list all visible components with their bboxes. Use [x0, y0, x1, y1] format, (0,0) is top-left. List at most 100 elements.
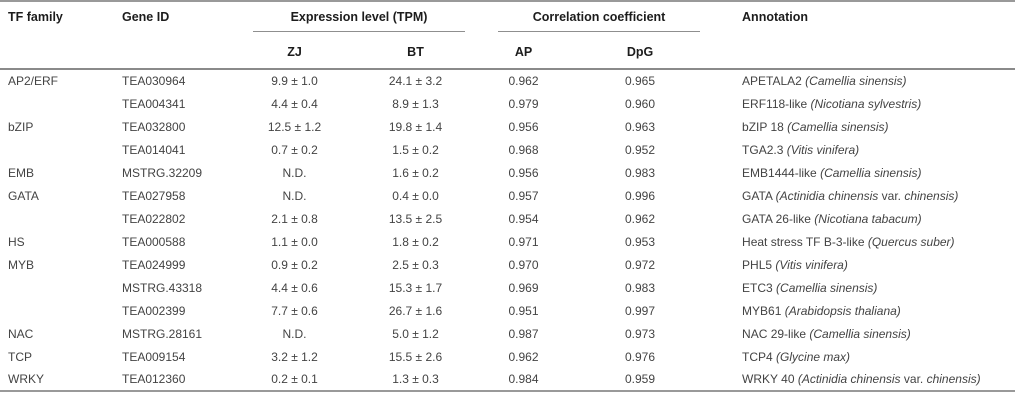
species-name-italic: (Glycine max) — [776, 349, 851, 364]
ap-value-cell: 0.984 — [508, 372, 539, 386]
bt-value-cell: 2.5 ± 0.3 — [392, 257, 439, 272]
ap-value-cell: 0.969 — [508, 280, 539, 295]
ap-value-cell: 0.979 — [508, 96, 539, 111]
species-name-italic: (Quercus suber) — [867, 234, 955, 249]
bt-value-cell: 1.5 ± 0.2 — [392, 142, 439, 157]
tf-family-cell: TCP — [8, 349, 32, 364]
dpg-value-cell: 0.983 — [625, 165, 656, 180]
ap-value-cell: 0.968 — [508, 142, 539, 157]
col-header-dpg: DpG — [580, 34, 701, 70]
group-header-expression-level: Expression level (TPM) — [253, 1, 467, 34]
ap-value-cell: 0.951 — [508, 303, 539, 318]
bt-value-cell: 24.1 ± 3.2 — [388, 74, 443, 88]
gene-id-cell: TEA004341 — [122, 96, 186, 111]
table-row: MSTRG.43318 4.4 ± 0.6 15.3 ± 1.7 0.969 0.983… — [0, 276, 1015, 299]
annotation-text: var. — [900, 372, 927, 386]
group-header-correlation-coefficient: Correlation coefficient — [467, 1, 701, 34]
annotation-text: PHL5 — [742, 257, 776, 272]
annotation-text: WRKY 40 — [742, 372, 798, 386]
col-header-zj: ZJ — [253, 34, 356, 70]
species-name-italic: chinensis) — [904, 188, 959, 203]
bt-value-cell: 19.8 ± 1.4 — [388, 119, 443, 134]
zj-value-cell: 4.4 ± 0.6 — [271, 280, 318, 295]
tf-family-cell: GATA — [8, 188, 39, 203]
species-name-italic: (Camellia sinensis) — [809, 326, 911, 341]
zj-value-cell: 2.1 ± 0.8 — [271, 211, 318, 226]
tf-family-cell: HS — [8, 234, 25, 249]
bt-value-cell: 15.3 ± 1.7 — [388, 280, 443, 295]
table-row: TEA014041 0.7 ± 0.2 1.5 ± 0.2 0.968 0.952 TGA… — [0, 138, 1015, 161]
annotation-text: GATA — [742, 188, 776, 203]
species-name-italic: (Camellia sinensis) — [805, 74, 907, 88]
ap-value-cell: 0.954 — [508, 211, 539, 226]
zj-value-cell: N.D. — [282, 165, 307, 180]
table-row: WRKY TEA012360 0.2 ± 0.1 1.3 ± 0.3 0.984 0.95… — [0, 368, 1015, 391]
species-name-italic: (Nicotiana sylvestris) — [810, 96, 922, 111]
annotation-cell: MYB61 (Arabidopsis thaliana) — [700, 299, 1015, 322]
table-header: TF family Gene ID Expression level (TPM)… — [0, 1, 1015, 70]
gene-id-cell: TEA009154 — [122, 349, 186, 364]
zj-value-cell: N.D. — [282, 188, 307, 203]
gene-id-cell: MSTRG.43318 — [122, 280, 203, 295]
annotation-cell: Heat stress TF B-3-like (Quercus suber) — [700, 230, 1015, 253]
col-header-annotation: Annotation — [700, 1, 1015, 70]
annotation-cell: TGA2.3 (Vitis vinifera) — [700, 138, 1015, 161]
table-row: NAC MSTRG.28161 N.D. 5.0 ± 1.2 0.987 0.973 NAC… — [0, 322, 1015, 345]
zj-value-cell: 3.2 ± 1.2 — [271, 349, 318, 364]
tf-family-cell: WRKY — [8, 372, 44, 386]
ap-value-cell: 0.970 — [508, 257, 539, 272]
table-row: MYB TEA024999 0.9 ± 0.2 2.5 ± 0.3 0.970 0.972… — [0, 253, 1015, 276]
dpg-value-cell: 0.965 — [625, 74, 656, 88]
annotation-text: APETALA2 — [742, 74, 806, 88]
zj-value-cell: 1.1 ± 0.0 — [271, 234, 318, 249]
table-row: TCP TEA009154 3.2 ± 1.2 15.5 ± 2.6 0.962 0.97… — [0, 345, 1015, 368]
species-name-italic: chinensis) — [926, 372, 981, 386]
zj-value-cell: 12.5 ± 1.2 — [267, 119, 322, 134]
ap-value-cell: 0.956 — [508, 165, 539, 180]
tf-family-cell: NAC — [8, 326, 34, 341]
annotation-cell: bZIP 18 (Camellia sinensis) — [700, 115, 1015, 138]
species-name-italic: (Actinidia chinensis — [775, 188, 879, 203]
gene-id-cell: TEA032800 — [122, 119, 186, 134]
tf-family-cell: AP2/ERF — [8, 74, 59, 88]
gene-id-cell: TEA024999 — [122, 257, 186, 272]
annotation-text: TGA2.3 — [742, 142, 787, 157]
annotation-cell: ERF118-like (Nicotiana sylvestris) — [700, 92, 1015, 115]
group-header-expression-label: Expression level (TPM) — [253, 2, 466, 32]
gene-id-cell: TEA012360 — [122, 372, 186, 386]
gene-id-cell: TEA030964 — [122, 74, 186, 88]
annotation-text: GATA 26-like — [742, 211, 815, 226]
table-row: TEA004341 4.4 ± 0.4 8.9 ± 1.3 0.979 0.960 ERF… — [0, 92, 1015, 115]
group-header-correlation-label: Correlation coefficient — [498, 2, 701, 32]
zj-value-cell: 9.9 ± 1.0 — [271, 74, 318, 88]
dpg-value-cell: 0.952 — [625, 142, 656, 157]
annotation-cell: PHL5 (Vitis vinifera) — [700, 253, 1015, 276]
dpg-value-cell: 0.972 — [625, 257, 656, 272]
bt-value-cell: 0.4 ± 0.0 — [392, 188, 439, 203]
annotation-cell: GATA (Actinidia chinensis var. chinensis… — [700, 184, 1015, 207]
gene-id-cell: TEA014041 — [122, 142, 186, 157]
zj-value-cell: 4.4 ± 0.4 — [271, 96, 318, 111]
table-row: TEA002399 7.7 ± 0.6 26.7 ± 1.6 0.951 0.997 MY… — [0, 299, 1015, 322]
ap-value-cell: 0.971 — [508, 234, 539, 249]
table-body: AP2/ERF TEA030964 9.9 ± 1.0 24.1 ± 3.2 0.962… — [0, 69, 1015, 391]
bt-value-cell: 1.3 ± 0.3 — [392, 372, 439, 386]
zj-value-cell: 7.7 ± 0.6 — [271, 303, 318, 318]
annotation-text: TCP4 — [742, 349, 777, 364]
table-row: EMB MSTRG.32209 N.D. 1.6 ± 0.2 0.956 0.983 EMB… — [0, 161, 1015, 184]
annotation-text: MYB61 — [742, 303, 785, 318]
ap-value-cell: 0.962 — [508, 74, 539, 88]
group-header-row: TF family Gene ID Expression level (TPM)… — [0, 1, 1015, 70]
annotation-text: ERF118-like — [742, 96, 811, 111]
tf-family-cell — [0, 276, 122, 299]
tf-expression-table: TF family Gene ID Expression level (TPM)… — [0, 0, 1015, 392]
col-header-ap: AP — [467, 34, 581, 70]
dpg-value-cell: 0.953 — [625, 234, 656, 249]
annotation-cell: GATA 26-like (Nicotiana tabacum) — [700, 207, 1015, 230]
gene-id-cell: TEA000588 — [122, 234, 186, 249]
species-name-italic: (Camellia sinensis) — [776, 280, 878, 295]
zj-value-cell: 0.9 ± 0.2 — [271, 257, 318, 272]
gene-id-cell: MSTRG.32209 — [122, 165, 203, 180]
ap-value-cell: 0.962 — [508, 349, 539, 364]
